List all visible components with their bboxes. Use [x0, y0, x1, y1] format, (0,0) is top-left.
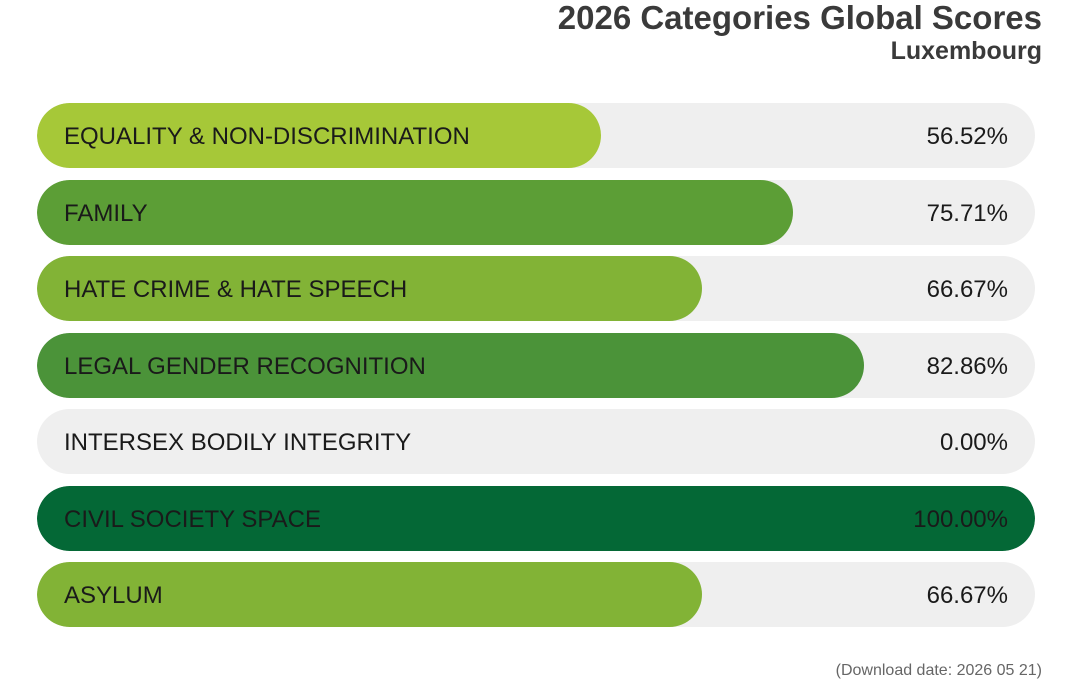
- bar-value-label: 75.71%: [926, 199, 1008, 227]
- bar-label: HATE CRIME & HATE SPEECH: [64, 276, 408, 303]
- bar-fill: [37, 103, 602, 168]
- bar-row: ASYLUM 66.67%: [37, 562, 1035, 627]
- chart-title: 2026 Categories Global Scores: [557, 0, 1042, 36]
- bar-value-label: 66.67%: [926, 582, 1008, 609]
- bar-row: LEGAL GENDER RECOGNITION 82.86%: [37, 332, 1035, 398]
- bar-label: CIVIL SOCIETY SPACE: [64, 505, 321, 533]
- bar-fill: [37, 562, 703, 627]
- bar-chart: EQUALITY & NON-DISCRIMINATION 56.52% FAMIL…: [37, 103, 1035, 639]
- bar-label: FAMILY: [64, 199, 148, 227]
- download-date: (Download date: 2026 05 21): [835, 662, 1042, 679]
- bar-label: ASYLUM: [64, 582, 163, 609]
- bar-row: CIVIL SOCIETY SPACE 100.00%: [37, 485, 1035, 551]
- bar-row: HATE CRIME & HATE SPEECH 66.67%: [37, 256, 1035, 321]
- bar-row: FAMILY 75.71%: [37, 179, 1035, 245]
- bar-row: INTERSEX BODILY INTEGRITY 0.00%: [37, 409, 1035, 474]
- bar-fill: [37, 256, 703, 321]
- bar-fill: [37, 332, 864, 398]
- bar-label: EQUALITY & NON-DISCRIMINATION: [64, 123, 470, 150]
- bar-fill: [37, 485, 1035, 551]
- bar-value-label: 56.52%: [926, 123, 1008, 150]
- bar-value-label: 66.67%: [926, 276, 1008, 303]
- bar-label: LEGAL GENDER RECOGNITION: [64, 352, 426, 380]
- bar-value-label: 0.00%: [939, 429, 1008, 456]
- chart-header: 2026 Categories Global Scores Luxembourg: [558, 0, 1042, 66]
- bar-row: EQUALITY & NON-DISCRIMINATION 56.52%: [37, 103, 1035, 168]
- bar-value-label: 100.00%: [913, 505, 1008, 533]
- chart-subtitle: Luxembourg: [890, 37, 1042, 65]
- bar-fill: [37, 179, 793, 245]
- bar-label: INTERSEX BODILY INTEGRITY: [64, 429, 412, 456]
- bar-value-label: 82.86%: [926, 352, 1008, 380]
